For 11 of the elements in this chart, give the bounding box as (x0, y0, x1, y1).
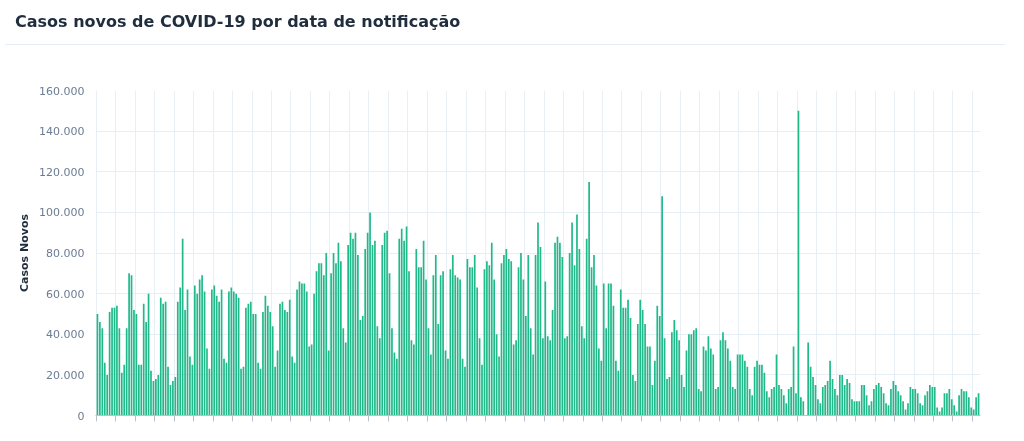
y-tick-label: 20.000 (46, 368, 85, 382)
y-tick-label: 120.000 (39, 165, 85, 179)
y-tick-label: 140.000 (39, 125, 85, 139)
y-tick-label: 100.000 (39, 206, 85, 220)
y-tick-label: 160.000 (39, 84, 85, 98)
y-tick-label: 80.000 (46, 247, 85, 260)
y-axis-title: Casos Novos (18, 213, 32, 293)
y-tick-label: 40.000 (46, 328, 85, 342)
chart-title: Casos novos de COVID-19 por data de notificação (15, 11, 461, 33)
y-tick-label: 60.000 (46, 287, 85, 301)
y-tick-label: 0 (77, 409, 85, 423)
